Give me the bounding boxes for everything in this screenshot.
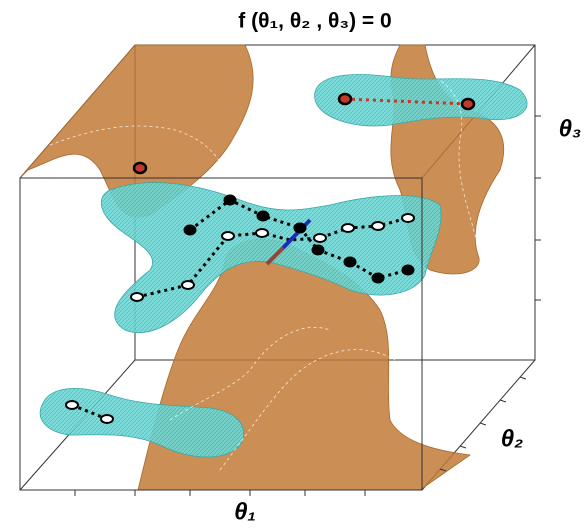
title: f (θ₁, θ₂ , θ₃) = 0 <box>238 10 391 33</box>
diagram: f (θ₁, θ₂ , θ₃) = 0 <box>0 0 588 529</box>
axis-label-z: θ₃ <box>559 115 582 142</box>
axis-label-x: θ₁ <box>234 498 256 525</box>
axis-label-y: θ₂ <box>501 425 524 452</box>
